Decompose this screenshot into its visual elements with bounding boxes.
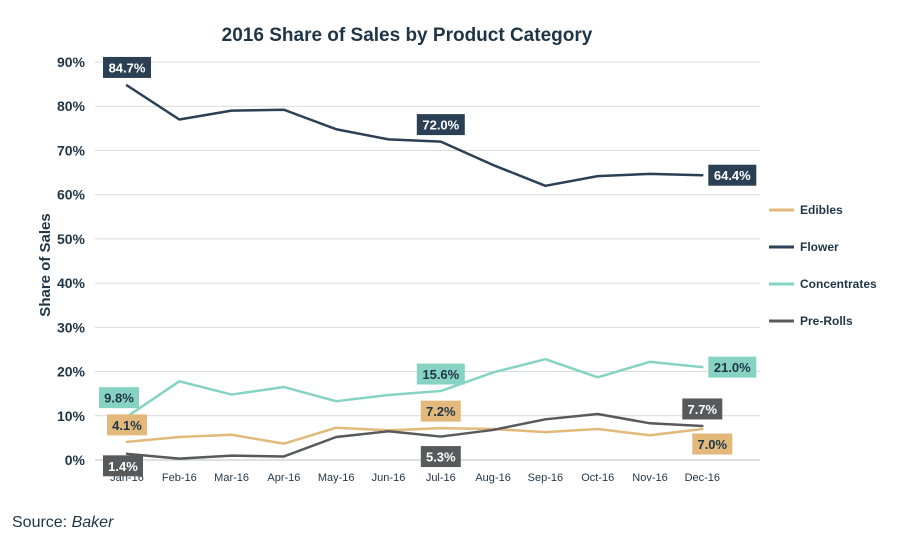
data-label: 7.7% xyxy=(682,398,723,420)
legend-label: Flower xyxy=(800,240,839,254)
legend: Edibles Flower Concentrates Pre-Rolls xyxy=(769,203,877,328)
y-tick-label: 90% xyxy=(57,54,86,70)
series-line-pre-rolls xyxy=(125,412,704,460)
legend-item: Concentrates xyxy=(769,277,877,291)
x-tick-label: Dec-16 xyxy=(685,472,720,484)
data-label: 7.2% xyxy=(420,400,461,422)
y-tick-label: 60% xyxy=(57,187,86,203)
source-name: Baker xyxy=(71,514,114,531)
y-tick-label: 80% xyxy=(57,98,86,114)
series-line-edibles xyxy=(125,426,704,445)
data-label-box xyxy=(416,363,465,385)
data-label: 9.8% xyxy=(99,387,139,409)
data-label: 4.1% xyxy=(107,414,147,436)
x-tick-label: Nov-16 xyxy=(632,472,667,484)
data-label: 1.4% xyxy=(103,455,143,477)
data-label-box xyxy=(708,356,757,378)
data-label-box xyxy=(420,446,461,468)
x-axis-ticks: Jan-16 Feb-16 Mar-16 Apr-16 May-16 Jun-16 Jul-… xyxy=(110,472,720,484)
data-label-text: 21.0% xyxy=(714,360,751,375)
x-tick-label: Mar-16 xyxy=(214,472,249,484)
x-tick-label: Apr-16 xyxy=(267,472,300,484)
y-tick-label: 0% xyxy=(65,452,86,468)
data-label: 7.0% xyxy=(692,433,733,455)
y-axis-ticks: 0% 10% 20% 30% 40% 50% 60% 70% 80% 90% xyxy=(57,54,86,468)
data-label-text: 9.8% xyxy=(104,391,134,406)
data-label: 72.0% xyxy=(416,114,465,136)
data-label: 21.0% xyxy=(708,356,757,378)
series-line-flower xyxy=(125,84,704,188)
data-label: 64.4% xyxy=(708,164,757,186)
data-label-box xyxy=(416,114,465,136)
y-tick-label: 20% xyxy=(57,364,86,380)
data-label-text: 7.0% xyxy=(697,437,727,452)
data-label-box xyxy=(103,455,143,477)
x-tick-label: May-16 xyxy=(318,472,355,484)
gridlines xyxy=(95,61,760,461)
legend-item: Flower xyxy=(769,240,839,254)
data-label-text: 4.1% xyxy=(112,418,142,433)
data-label-text: 64.4% xyxy=(714,168,751,183)
data-label-box xyxy=(708,164,757,186)
y-axis-label: Share of Sales xyxy=(37,213,54,316)
x-tick-label: Oct-16 xyxy=(581,472,614,484)
data-label-box xyxy=(420,400,461,422)
data-labels: 4.1% 7.2% 7.0% 84.7% 72.0% 64.4% 9.8% 15.6% 21.0… xyxy=(99,56,757,477)
data-label: 84.7% xyxy=(103,56,151,78)
y-tick-label: 50% xyxy=(57,231,86,247)
data-label-box xyxy=(682,398,723,420)
legend-label: Pre-Rolls xyxy=(800,314,853,328)
source-prefix: Source: xyxy=(12,514,68,531)
data-label-box xyxy=(99,387,139,409)
x-tick-label: Sep-16 xyxy=(528,472,563,484)
data-label-text: 7.2% xyxy=(426,404,456,419)
source-note: Source: Baker xyxy=(12,514,113,532)
data-label: 5.3% xyxy=(420,446,461,468)
y-tick-label: 10% xyxy=(57,408,86,424)
data-label-box xyxy=(103,56,151,78)
data-label-text: 84.7% xyxy=(109,60,146,75)
data-label-text: 5.3% xyxy=(426,450,456,465)
chart-title: 2016 Share of Sales by Product Category xyxy=(222,25,593,46)
x-tick-label: Aug-16 xyxy=(475,472,510,484)
x-tick-label: Jul-16 xyxy=(426,472,456,484)
data-label-text: 15.6% xyxy=(422,367,459,382)
data-label-text: 72.0% xyxy=(422,118,459,133)
legend-label: Edibles xyxy=(800,203,843,217)
legend-item: Edibles xyxy=(769,203,843,217)
data-label: 15.6% xyxy=(416,363,465,385)
legend-label: Concentrates xyxy=(800,277,877,291)
series-lines xyxy=(125,84,704,460)
data-label-text: 7.7% xyxy=(687,402,717,417)
data-label-box xyxy=(692,433,733,455)
series-line-concentrates xyxy=(125,357,704,418)
legend-item: Pre-Rolls xyxy=(769,314,853,328)
x-tick-label: Feb-16 xyxy=(162,472,197,484)
x-tick-label: Jun-16 xyxy=(372,472,406,484)
y-tick-label: 30% xyxy=(57,319,86,335)
data-label-text: 1.4% xyxy=(108,459,138,474)
y-tick-label: 70% xyxy=(57,142,86,158)
y-tick-label: 40% xyxy=(57,275,86,291)
data-label-box xyxy=(107,414,147,436)
